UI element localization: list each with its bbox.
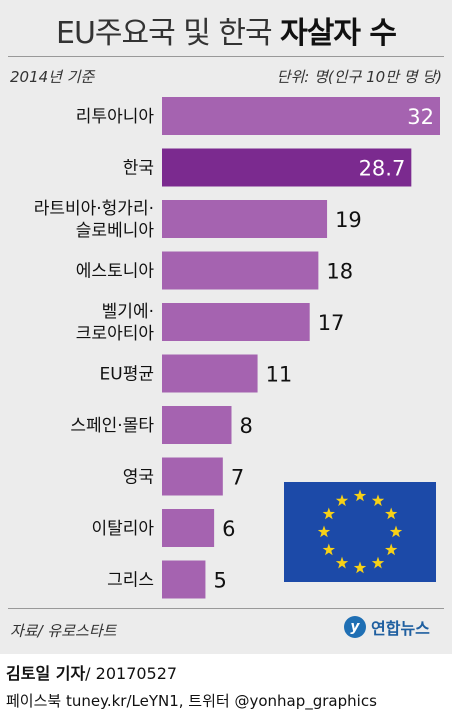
- value-label-3: 18: [326, 260, 353, 284]
- value-label-1: 28.7: [359, 157, 406, 181]
- social-links: 페이스북 tuney.kr/LeYN1, 트위터 @yonhap_graphic…: [6, 692, 377, 710]
- bar-4: [162, 303, 310, 341]
- category-label-3: 에스토니아: [76, 262, 155, 282]
- eu-flag-star-icon: [322, 543, 335, 556]
- bar-3: [162, 251, 319, 290]
- category-label-7: 영국: [123, 468, 154, 488]
- top-divider: [8, 56, 444, 57]
- bar-5: [162, 354, 258, 393]
- value-label-8: 6: [222, 517, 235, 541]
- yonhap-logo-text: 연합뉴스: [371, 619, 430, 638]
- page-title: EU주요국 및 한국 자살자 수: [0, 8, 452, 52]
- yonhap-logo-icon: y: [344, 616, 366, 638]
- eu-flag-star-icon: [335, 556, 349, 569]
- bottom-divider: [8, 608, 444, 609]
- unit-note: 단위: 명(인구 10만 명 당): [276, 68, 442, 86]
- category-label-6: 스페인·몰타: [70, 416, 154, 436]
- category-label-9: 그리스: [107, 571, 154, 591]
- category-label-4-line-0: 벨기에·: [102, 302, 154, 322]
- eu-flag-star-icon: [322, 507, 335, 520]
- value-label-6: 8: [240, 414, 253, 438]
- source-note: 자료/ 유로스타트: [10, 622, 117, 640]
- yonhap-logo: y 연합뉴스: [344, 612, 430, 642]
- value-label-9: 5: [213, 569, 226, 593]
- bar-9: [162, 560, 206, 599]
- author-credit: 김토일 기자/ 20170527: [6, 660, 177, 684]
- publish-date: / 20170527: [85, 664, 178, 683]
- bar-chart: 리투아니아 32 한국 28.7 라트비아·헝가리·슬로베니아 19 에스토니아 18 벨기에·…: [34, 97, 440, 599]
- value-label-5: 11: [266, 363, 293, 387]
- bar-2: [162, 200, 328, 238]
- title-light: EU주요국 및 한국: [56, 16, 273, 51]
- title-bold: 자살자 수: [280, 16, 397, 51]
- category-label-8: 이탈리아: [91, 519, 154, 539]
- eu-flag-star-icon: [335, 494, 349, 507]
- eu-flag-star-icon: [385, 507, 398, 520]
- category-label-0: 리투아니아: [76, 107, 155, 127]
- eu-flag-star-icon: [371, 556, 385, 569]
- eu-flag-star-icon: [353, 561, 367, 574]
- bar-0: [162, 97, 440, 135]
- value-label-2: 19: [335, 208, 362, 232]
- base-year-note: 2014년 기준: [10, 68, 95, 86]
- bar-8: [162, 509, 215, 547]
- category-label-2-line-0: 라트비아·헝가리·: [34, 199, 154, 219]
- author-name: 김토일 기자: [6, 664, 86, 683]
- bar-1: [162, 148, 412, 187]
- eu-flag-star-icon: [389, 525, 403, 538]
- eu-flag-star-icon: [317, 525, 331, 538]
- category-label-5: EU평균: [100, 365, 154, 385]
- value-label-7: 7: [231, 466, 244, 490]
- bar-6: [162, 406, 232, 444]
- category-label-2-line-1: 슬로베니아: [76, 221, 155, 241]
- value-label-0: 32: [407, 105, 434, 129]
- eu-flag-star-icon: [385, 543, 398, 556]
- category-label-1: 한국: [123, 159, 154, 179]
- bar-7: [162, 457, 223, 496]
- category-label-4-line-1: 크로아티아: [76, 324, 155, 344]
- value-label-4: 17: [318, 311, 345, 335]
- eu-flag-star-icon: [371, 494, 385, 507]
- eu-flag-star-icon: [353, 489, 367, 502]
